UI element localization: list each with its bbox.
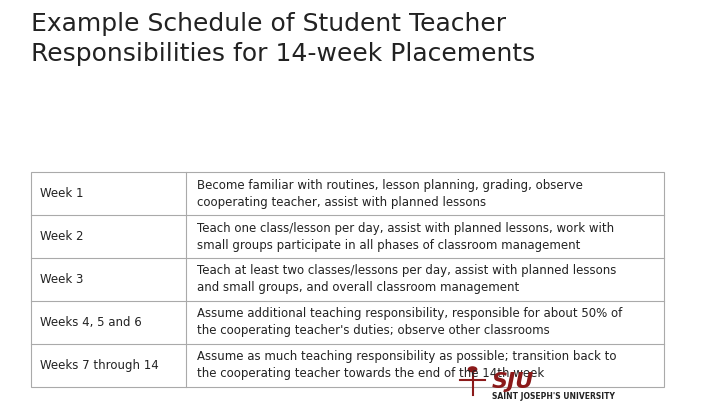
Text: Teach one class/lesson per day, assist with planned lessons, work with
small gro: Teach one class/lesson per day, assist w… <box>197 222 613 252</box>
Text: Weeks 7 through 14: Weeks 7 through 14 <box>40 359 158 372</box>
Text: Week 3: Week 3 <box>40 273 83 286</box>
Text: Week 1: Week 1 <box>40 187 83 200</box>
Circle shape <box>468 367 477 372</box>
Text: SAINT JOSEPH'S UNIVERSITY: SAINT JOSEPH'S UNIVERSITY <box>492 392 615 401</box>
Text: SJU: SJU <box>492 371 534 392</box>
Text: Weeks 4, 5 and 6: Weeks 4, 5 and 6 <box>40 316 141 329</box>
Text: Teach at least two classes/lessons per day, assist with planned lessons
and smal: Teach at least two classes/lessons per d… <box>197 264 616 294</box>
Text: Assume additional teaching responsibility, responsible for about 50% of
the coop: Assume additional teaching responsibilit… <box>197 307 622 337</box>
Text: Become familiar with routines, lesson planning, grading, observe
cooperating tea: Become familiar with routines, lesson pl… <box>197 179 582 209</box>
Text: Example Schedule of Student Teacher
Responsibilities for 14-week Placements: Example Schedule of Student Teacher Resp… <box>31 12 536 66</box>
Text: Assume as much teaching responsibility as possible; transition back to
the coope: Assume as much teaching responsibility a… <box>197 350 616 380</box>
Text: Week 2: Week 2 <box>40 230 83 243</box>
